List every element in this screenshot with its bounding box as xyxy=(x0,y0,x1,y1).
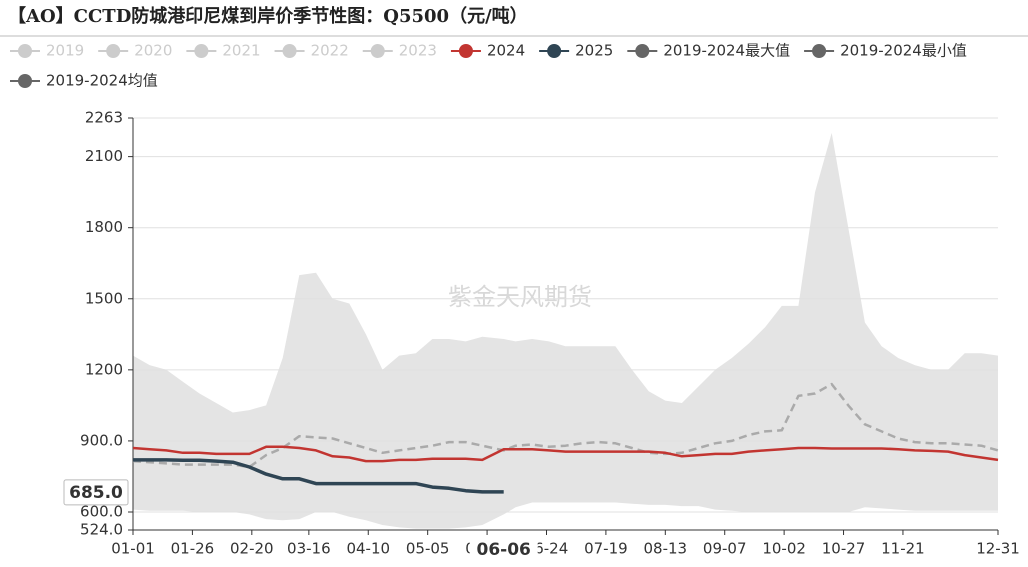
legend-symbol xyxy=(282,44,297,58)
x-tick-label: 01-01 xyxy=(111,540,155,558)
legend-label: 2019-2024最大值 xyxy=(663,42,790,60)
y-tick-label: 1800 xyxy=(85,218,123,236)
y-tick-label: 900.0 xyxy=(80,431,123,449)
legend-item[interactable]: 2019-2024最大值 xyxy=(627,42,790,60)
legend-item[interactable]: 2019-2024均值 xyxy=(10,72,158,90)
pointer-x-bg xyxy=(469,537,538,562)
x-tick-label: 05-05 xyxy=(406,540,450,558)
y-tick-label: 1200 xyxy=(85,360,123,378)
y-tick-label: 2100 xyxy=(85,147,123,165)
chart-title: 【AO】CCTD防城港印尼煤到岸价季节性图：Q5500（元/吨） xyxy=(8,5,528,27)
x-tick-label: 10-02 xyxy=(762,540,806,558)
x-tick-label: 07-19 xyxy=(584,540,628,558)
legend-item[interactable]: 2019-2024最小值 xyxy=(804,42,967,60)
legend-symbol xyxy=(370,44,385,58)
x-tick-label: 11-21 xyxy=(881,540,925,558)
legend-label: 2020 xyxy=(134,42,172,60)
legend-item[interactable]: 2023 xyxy=(362,42,437,60)
legend-item[interactable]: 2024 xyxy=(450,42,525,60)
legend-label: 2019-2024最小值 xyxy=(840,42,967,60)
legend-label: 2022 xyxy=(311,42,349,60)
legend-symbol xyxy=(18,44,32,58)
legend-symbol xyxy=(635,44,650,58)
legend-label: 2019-2024均值 xyxy=(46,72,158,90)
legend-label: 2023 xyxy=(399,42,437,60)
band-area xyxy=(133,132,998,530)
pointer-y-box xyxy=(63,479,129,506)
band-area xyxy=(133,502,998,530)
x-tick-label: 09-07 xyxy=(703,540,747,558)
y-tick-label: 524.0 xyxy=(80,521,123,539)
x-tick-label: 02-20 xyxy=(230,540,274,558)
legend-item[interactable]: 2022 xyxy=(274,42,349,60)
legend-symbol xyxy=(18,74,32,88)
legend-symbol xyxy=(547,44,562,58)
legend-symbol xyxy=(194,44,209,58)
x-tick-label: 03-16 xyxy=(287,540,331,558)
legend-item[interactable]: 2021 xyxy=(186,42,261,60)
x-tick-label: 01-26 xyxy=(171,540,215,558)
pointer-x-label: 06-06 xyxy=(477,540,531,560)
y-tick-label: 1500 xyxy=(85,289,123,307)
legend-label: 2025 xyxy=(575,42,613,60)
legend-label: 2024 xyxy=(487,42,525,60)
legend-symbol xyxy=(458,44,473,58)
x-tick-label: 12-31 xyxy=(976,540,1020,558)
x-tick-label: 08-13 xyxy=(644,540,688,558)
x-tick-label: 04-10 xyxy=(346,540,390,558)
series-line xyxy=(132,445,999,463)
y-tick-label: 600.0 xyxy=(80,502,123,520)
legend-label: 2019 xyxy=(46,42,84,60)
series-line xyxy=(132,382,999,469)
y-tick-label: 2263 xyxy=(85,109,123,127)
pointer-y-label: 685.0 xyxy=(69,483,123,503)
legend-label: 2021 xyxy=(222,42,260,60)
legend-symbol xyxy=(812,44,827,58)
legend-item[interactable]: 2019 xyxy=(10,42,84,60)
legend-symbol xyxy=(106,44,121,58)
series-line xyxy=(133,458,504,494)
x-tick-label: 10-27 xyxy=(822,540,866,558)
legend-item[interactable]: 2025 xyxy=(539,42,613,60)
watermark: 紫金天风期货 xyxy=(448,283,592,311)
legend-item[interactable]: 2020 xyxy=(98,42,172,60)
